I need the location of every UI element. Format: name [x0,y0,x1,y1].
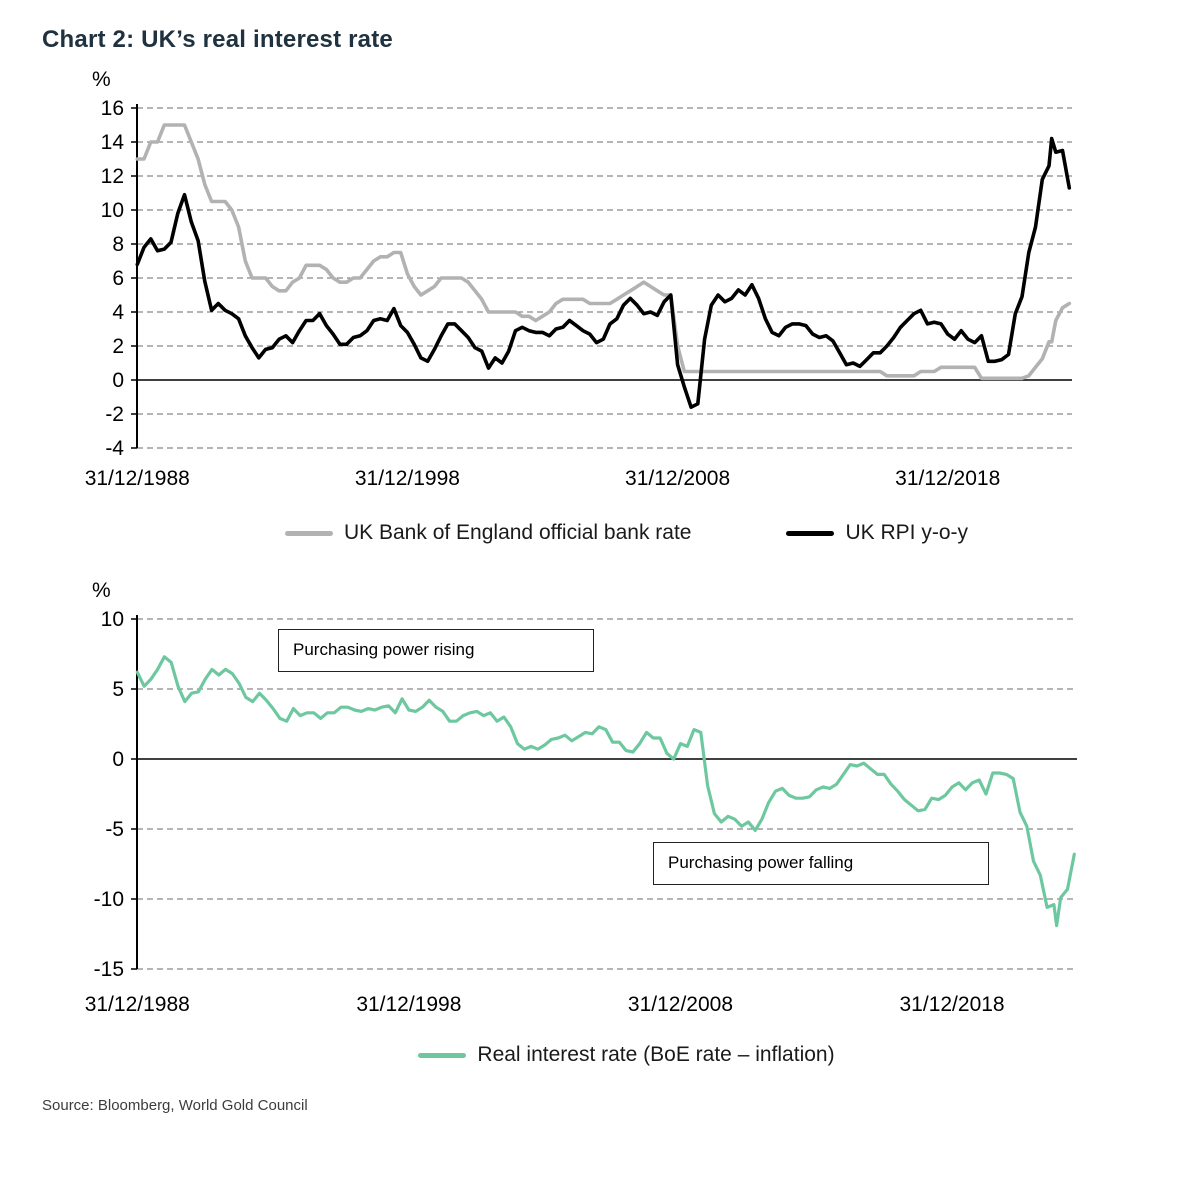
bottom-y-axis-unit: % [92,579,111,602]
y-tick-label: -2 [105,403,124,426]
x-tick-label: 31/12/2008 [625,467,730,490]
annotation-purchasing-power-rising: Purchasing power rising [278,629,594,672]
y-tick-label: 5 [112,678,124,701]
series-line-0 [135,123,1072,381]
bottom-legend: Real interest rate (BoE rate – inflation… [102,1043,1151,1067]
x-tick-label: 31/12/1998 [356,993,461,1016]
legend-item-bank-rate: UK Bank of England official bank rate [284,521,692,545]
y-tick-label: -4 [105,437,124,460]
legend-label-rpi: UK RPI y-o-y [845,521,968,544]
x-tick-label: 31/12/1988 [85,993,190,1016]
legend-item-real-rate: Real interest rate (BoE rate – inflation… [418,1043,835,1067]
top-chart-wrap: 16 14 12 10 8 6 4 2 0 -2 -4 31/12/1988 31/12/1998 31/… [42,94,1102,499]
top-chart: 16 14 12 10 8 6 4 2 0 -2 -4 31/12/1988 31/12/1998 31/… [85,97,1072,490]
series-line-0 [135,655,1076,928]
x-tick-label: 31/12/1998 [355,467,460,490]
real-rate-line-swatch [418,1052,467,1058]
top-legend: UK Bank of England official bank rate UK… [102,521,1151,545]
legend-label-bank-rate: UK Bank of England official bank rate [343,521,692,544]
annotation-purchasing-power-falling: Purchasing power falling [653,842,989,885]
y-tick-label: 2 [112,335,124,358]
y-tick-label: 12 [101,165,124,188]
y-tick-label: 14 [101,131,125,154]
top-y-axis-unit: % [92,68,111,91]
legend-item-rpi: UK RPI y-o-y [786,521,968,545]
y-tick-label: 10 [101,199,124,222]
x-tick-label: 31/12/2008 [628,993,733,1016]
y-tick-label: 4 [112,301,124,324]
legend-label-real-rate: Real interest rate (BoE rate – inflation… [477,1043,835,1066]
y-tick-label: 10 [101,608,124,631]
y-tick-label: 0 [112,369,124,392]
x-tick-label: 31/12/2018 [895,467,1000,490]
y-tick-label: -15 [94,958,124,981]
y-tick-label: 6 [112,267,124,290]
x-tick-label: 31/12/1988 [85,467,190,490]
chart-title: Chart 2: UK’s real interest rate [42,26,393,53]
source-note: Source: Bloomberg, World Gold Council [42,1097,308,1114]
rpi-line-swatch [786,530,835,536]
bottom-chart: 10 5 0 -5 -10 -15 31/12/1988 31/12/1998 31/12/20… [85,608,1077,1016]
bottom-chart-section: % 10 5 0 -5 -10 -15 31/12/1988 31/12/1998 31/12/… [42,579,1151,1067]
y-tick-label: 0 [112,748,124,771]
y-tick-label: 8 [112,233,124,256]
y-tick-label: -10 [94,888,124,911]
y-tick-label: 16 [101,97,124,120]
y-tick-label: -5 [105,818,124,841]
bank-rate-line-swatch [284,530,333,536]
x-tick-label: 31/12/2018 [900,993,1005,1016]
top-chart-section: % 16 14 12 10 8 6 4 2 0 -2 -4 31/12/1988 31/12/1998 3… [42,68,1151,545]
series-line-1 [135,136,1072,410]
bottom-chart-wrap: 10 5 0 -5 -10 -15 31/12/1988 31/12/1998 31/12/20… [42,605,1102,1025]
